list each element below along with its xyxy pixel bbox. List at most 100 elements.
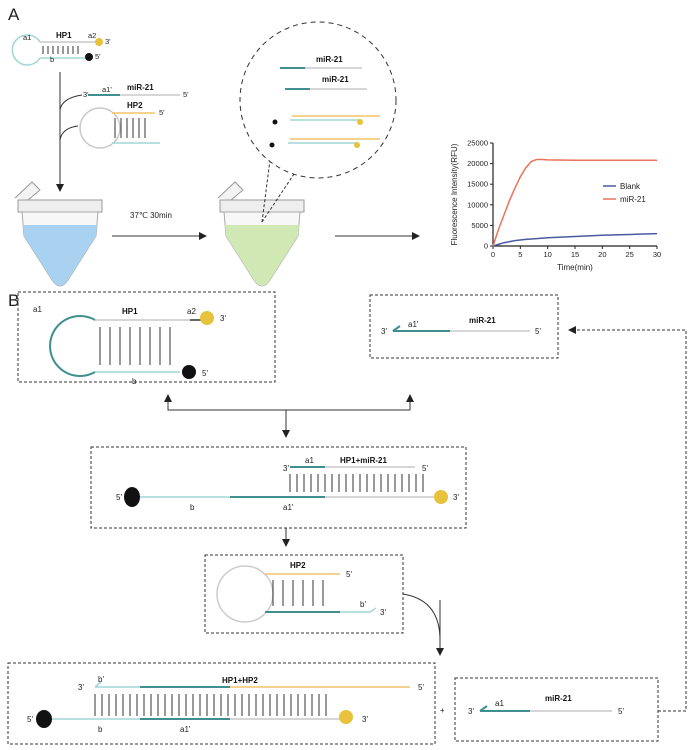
legend-label: Blank xyxy=(620,182,641,191)
tube-icon xyxy=(217,181,305,287)
zoom-connector xyxy=(261,159,271,223)
y-tick-label: 25000 xyxy=(467,139,488,148)
label: a2 xyxy=(187,307,196,316)
connector xyxy=(59,94,83,111)
label: 3' xyxy=(468,707,474,716)
label: b xyxy=(132,377,137,386)
label: 5' xyxy=(116,493,122,502)
tube-icon xyxy=(14,181,103,287)
mir21-label: miR-21 xyxy=(545,694,572,703)
b-hp1-hp2: 3' b' HP1+HP2 5' 5' 3' b a1' xyxy=(27,675,424,734)
label: a1 xyxy=(23,33,31,42)
label: 5' xyxy=(27,715,33,724)
fluorophore-icon xyxy=(95,38,103,46)
label: a1' xyxy=(408,320,419,329)
label: 3' xyxy=(380,608,386,617)
a-mir21: 3' a1' miR-21 5' xyxy=(83,83,189,99)
label: a1' xyxy=(283,503,294,512)
label: a1 xyxy=(495,699,504,708)
x-tick-label: 20 xyxy=(598,250,606,259)
x-axis-title: Time(min) xyxy=(557,263,593,272)
label: b' xyxy=(98,675,104,684)
fluorophore-icon xyxy=(200,311,214,325)
a-hp1: a1 HP1 a2 3' 5' b xyxy=(11,31,111,66)
series-line-Blank xyxy=(492,232,658,247)
series-line-miR-21 xyxy=(492,158,657,247)
hp1-hp2-label: HP1+HP2 xyxy=(222,676,258,685)
hp1-box xyxy=(17,291,276,383)
label: 5' xyxy=(202,369,208,378)
b-hp1: a1 HP1 a2 3' 5' b xyxy=(33,305,226,386)
hp1-mir21-label: HP1+miR-21 xyxy=(340,456,387,465)
label: 3' xyxy=(83,90,89,99)
hp1-mir21-box xyxy=(90,446,467,529)
panel-label-b: B xyxy=(8,291,19,310)
y-tick-label: 5000 xyxy=(471,221,488,230)
label: 5' xyxy=(183,90,189,99)
x-tick-label: 30 xyxy=(653,250,661,259)
mir21-label: miR-21 xyxy=(322,75,349,84)
mir21-label: miR-21 xyxy=(127,83,154,92)
hp2-label: HP2 xyxy=(127,101,143,110)
a-hp2: HP2 5' xyxy=(79,101,165,149)
recycle-arrow xyxy=(568,326,687,712)
y-axis-title: Fluorescence Intensity(RFU) xyxy=(450,143,459,245)
label: b xyxy=(190,503,195,512)
hp1-hp2-box xyxy=(7,662,436,745)
label: 3' xyxy=(453,493,459,502)
fluorophore-icon xyxy=(434,490,448,504)
y-tick-label: 20000 xyxy=(467,159,488,168)
label: 3' xyxy=(78,683,84,692)
b-mir21: 3' a1' miR-21 5' xyxy=(381,316,541,336)
label: a1' xyxy=(102,85,112,94)
mir21-label: miR-21 xyxy=(469,316,496,325)
label: a1 xyxy=(305,456,314,465)
label: 3' xyxy=(220,314,226,323)
label: 5' xyxy=(95,52,101,61)
fluorescence-chart: 0 5 10 15 20 25 30 0 5000 10000 15000 20000 25000 Tim… xyxy=(450,139,661,273)
b-hp2: HP2 5' b' 3' xyxy=(216,561,386,623)
mir21-out-box xyxy=(454,677,659,742)
hp2-label: HP2 xyxy=(290,561,306,570)
zoom-circle: miR-21 miR-21 xyxy=(239,21,397,179)
legend-label: miR-21 xyxy=(620,195,646,204)
x-tick-label: 15 xyxy=(571,250,579,259)
b-mir21-out: 3' a1 miR-21 5' xyxy=(468,694,624,716)
quencher-icon xyxy=(36,710,52,728)
plus-sign: + xyxy=(440,706,445,715)
label: 5' xyxy=(535,327,541,336)
label: 3' xyxy=(105,37,111,46)
hp1-label: HP1 xyxy=(122,307,138,316)
x-tick-label: 10 xyxy=(543,250,551,259)
b-hp1-mir21: 3' a1 HP1+miR-21 5' 5' 3' b a1' xyxy=(116,456,459,512)
mir21-box xyxy=(369,294,559,359)
label: 5' xyxy=(159,108,165,117)
label: a1 xyxy=(33,305,42,314)
label: 5' xyxy=(346,570,352,579)
condition-label: 37℃ 30min xyxy=(130,211,172,220)
label: 5' xyxy=(422,464,428,473)
label: a2 xyxy=(88,31,96,40)
label: b' xyxy=(360,600,366,609)
mir21-label: miR-21 xyxy=(316,55,343,64)
label: 5' xyxy=(618,707,624,716)
y-tick-label: 0 xyxy=(484,242,488,251)
panel-label-a: A xyxy=(8,5,20,24)
label: 5' xyxy=(418,683,424,692)
label: b xyxy=(98,725,103,734)
y-tick-label: 10000 xyxy=(467,200,488,209)
label: 3' xyxy=(362,715,368,724)
y-tick-label: 15000 xyxy=(467,180,488,189)
quencher-icon xyxy=(182,365,196,379)
x-tick-label: 5 xyxy=(518,250,522,259)
quencher-icon xyxy=(85,53,93,61)
x-tick-label: 25 xyxy=(625,250,633,259)
connector xyxy=(167,398,411,411)
label: a1' xyxy=(180,725,191,734)
x-tick-label: 0 xyxy=(491,250,495,259)
label: b xyxy=(50,55,54,64)
hp1-label: HP1 xyxy=(56,31,72,40)
fluorophore-icon xyxy=(339,710,353,724)
quencher-icon xyxy=(124,487,140,507)
